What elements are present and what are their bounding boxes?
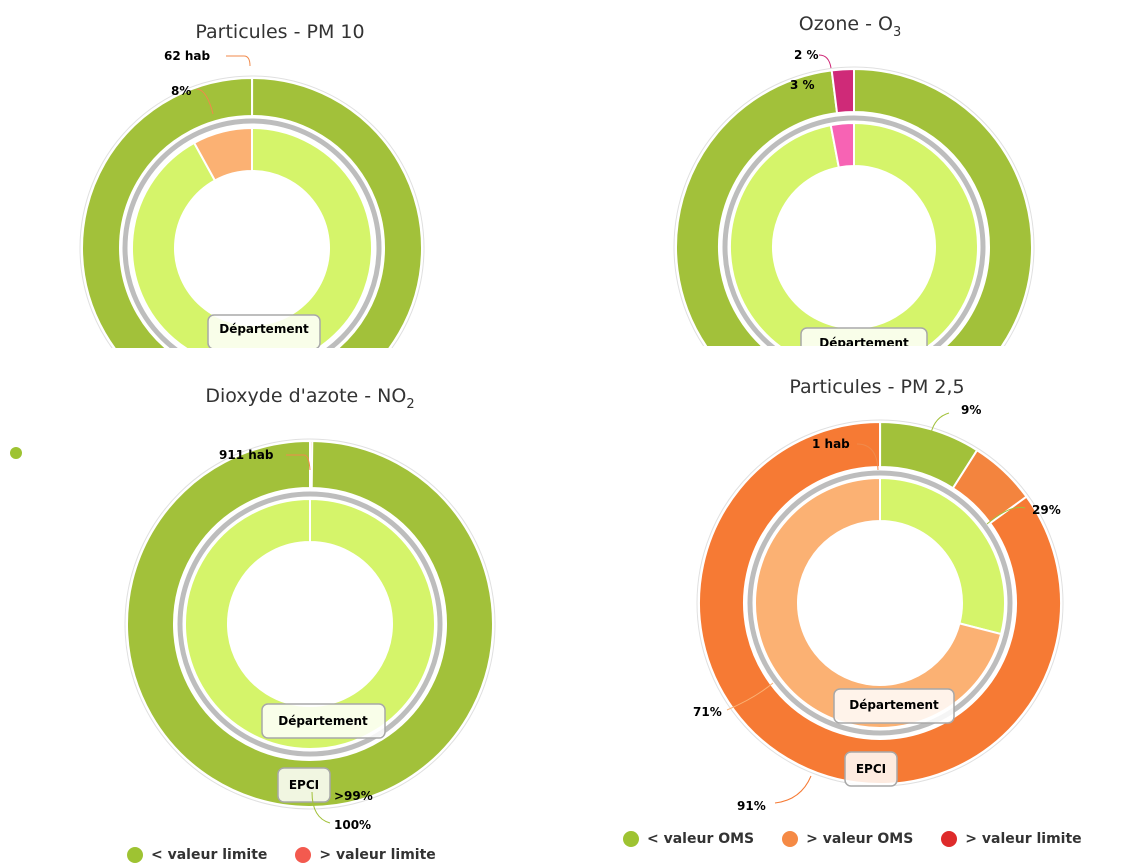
legend-dot-green xyxy=(623,831,639,847)
chart-title: Particules - PM 10 xyxy=(195,21,364,43)
label-gt99pct: >99% xyxy=(334,789,373,803)
epci-ring xyxy=(126,439,494,808)
chart-title: Particules - PM 2,5 xyxy=(789,376,964,398)
legend-item-above-oms[interactable]: > valeur OMS xyxy=(782,831,913,847)
chart-pm10: Particules - PM 10 62 hab 8% Département xyxy=(0,0,565,348)
donut-hole xyxy=(798,521,962,685)
label-3pct: 3 % xyxy=(790,78,815,92)
title-main: Ozone - O xyxy=(799,13,893,35)
legend-label: > valeur limite xyxy=(965,831,1082,847)
legend-label: < valeur OMS xyxy=(647,831,755,847)
connector-2pct xyxy=(818,54,832,69)
chart-pm25: Particules - PM 2,5 9% 1 hab 29% 71% Dép… xyxy=(565,358,1129,868)
tag-epci: EPCI xyxy=(289,778,319,792)
legend-dot-green xyxy=(127,847,143,863)
connector-9pct xyxy=(930,412,950,434)
label-91pct: 91% xyxy=(737,799,766,813)
tag-box xyxy=(261,703,386,739)
connector-62hab xyxy=(226,55,251,67)
tag-box xyxy=(207,314,321,348)
slice-slice1[interactable] xyxy=(81,76,424,348)
title-subscript: 2 xyxy=(406,397,414,412)
chart-ozone: Ozone - O3 2 % 3 % Département xyxy=(565,0,1129,346)
chart-pm25-svg: Particules - PM 2,5 9% 1 hab 29% 71% Dép… xyxy=(693,376,1064,813)
donut-hole xyxy=(228,542,392,706)
label-911hab: 911 hab xyxy=(219,448,274,462)
tag-box xyxy=(844,751,898,787)
chart-ozone-svg: Ozone - O3 2 % 3 % Département xyxy=(673,13,1035,346)
chart-title: Ozone - O3 xyxy=(799,13,901,40)
donut-hole xyxy=(773,166,935,328)
legend-label: > valeur OMS xyxy=(806,831,914,847)
slice-2[interactable] xyxy=(830,67,855,115)
chart-no2: Dioxyde d'azote - NO2 911 hab Départemen… xyxy=(0,358,565,868)
label-62hab: 62 hab xyxy=(164,49,211,63)
epci-ring xyxy=(698,420,1062,785)
epci-ring xyxy=(81,76,424,348)
tag-departement: Département xyxy=(278,714,368,728)
legend-label: > valeur limite xyxy=(319,847,436,863)
legend-item-below-limit[interactable]: < valeur limite xyxy=(127,847,267,863)
label-71pct: 71% xyxy=(693,705,722,719)
legend-dot-red xyxy=(295,847,312,863)
title-subscript: 3 xyxy=(893,25,901,40)
connector-29pct xyxy=(986,506,1026,525)
legend-item-above-limit[interactable]: > valeur limite xyxy=(295,847,436,863)
tag-departement: Département xyxy=(219,322,309,336)
stray-dot xyxy=(10,447,22,459)
tag-box xyxy=(800,327,928,346)
label-2pct: 2 % xyxy=(794,48,819,62)
legend-dot-red xyxy=(941,831,958,847)
connector-8pct xyxy=(196,88,214,115)
slice-99[interactable] xyxy=(126,439,494,808)
donut-hole xyxy=(175,171,329,325)
connector-100pct xyxy=(311,791,331,824)
label-9pct: 9% xyxy=(961,403,981,417)
legend: < valeur OMS > valeur OMS > valeur limit… xyxy=(623,831,1110,847)
tag-departement: Département xyxy=(849,698,939,712)
title-main: Dioxyde d'azote - NO xyxy=(205,385,406,407)
legend-dot-orange xyxy=(782,831,799,847)
chart-title: Dioxyde d'azote - NO2 xyxy=(205,385,414,412)
legend-item-below-oms[interactable]: < valeur OMS xyxy=(623,831,754,847)
connector-91pct xyxy=(774,775,812,804)
connector-71pct xyxy=(726,682,774,711)
tag-epci: EPCI xyxy=(856,762,886,776)
chart-pm10-svg: Particules - PM 10 62 hab 8% Département xyxy=(79,21,425,348)
label-8pct: 8% xyxy=(171,84,191,98)
legend-label: < valeur limite xyxy=(151,847,268,863)
tag-box xyxy=(833,688,955,724)
chart-no2-svg: Dioxyde d'azote - NO2 911 hab Départemen… xyxy=(10,385,496,832)
legend: < valeur limite > valeur limite xyxy=(127,847,464,863)
tag-box xyxy=(277,767,331,803)
label-100pct: 100% xyxy=(334,818,371,832)
label-29pct: 29% xyxy=(1032,503,1061,517)
connector-911hab xyxy=(286,454,311,471)
legend-item-above-limit[interactable]: > valeur limite xyxy=(941,831,1082,847)
epci-ring xyxy=(675,67,1033,346)
tag-departement: Département xyxy=(819,336,909,346)
slice-slice0[interactable] xyxy=(675,67,1033,346)
connector-1hab xyxy=(856,443,879,471)
slice-91[interactable] xyxy=(698,420,1062,785)
label-1hab: 1 hab xyxy=(812,437,850,451)
